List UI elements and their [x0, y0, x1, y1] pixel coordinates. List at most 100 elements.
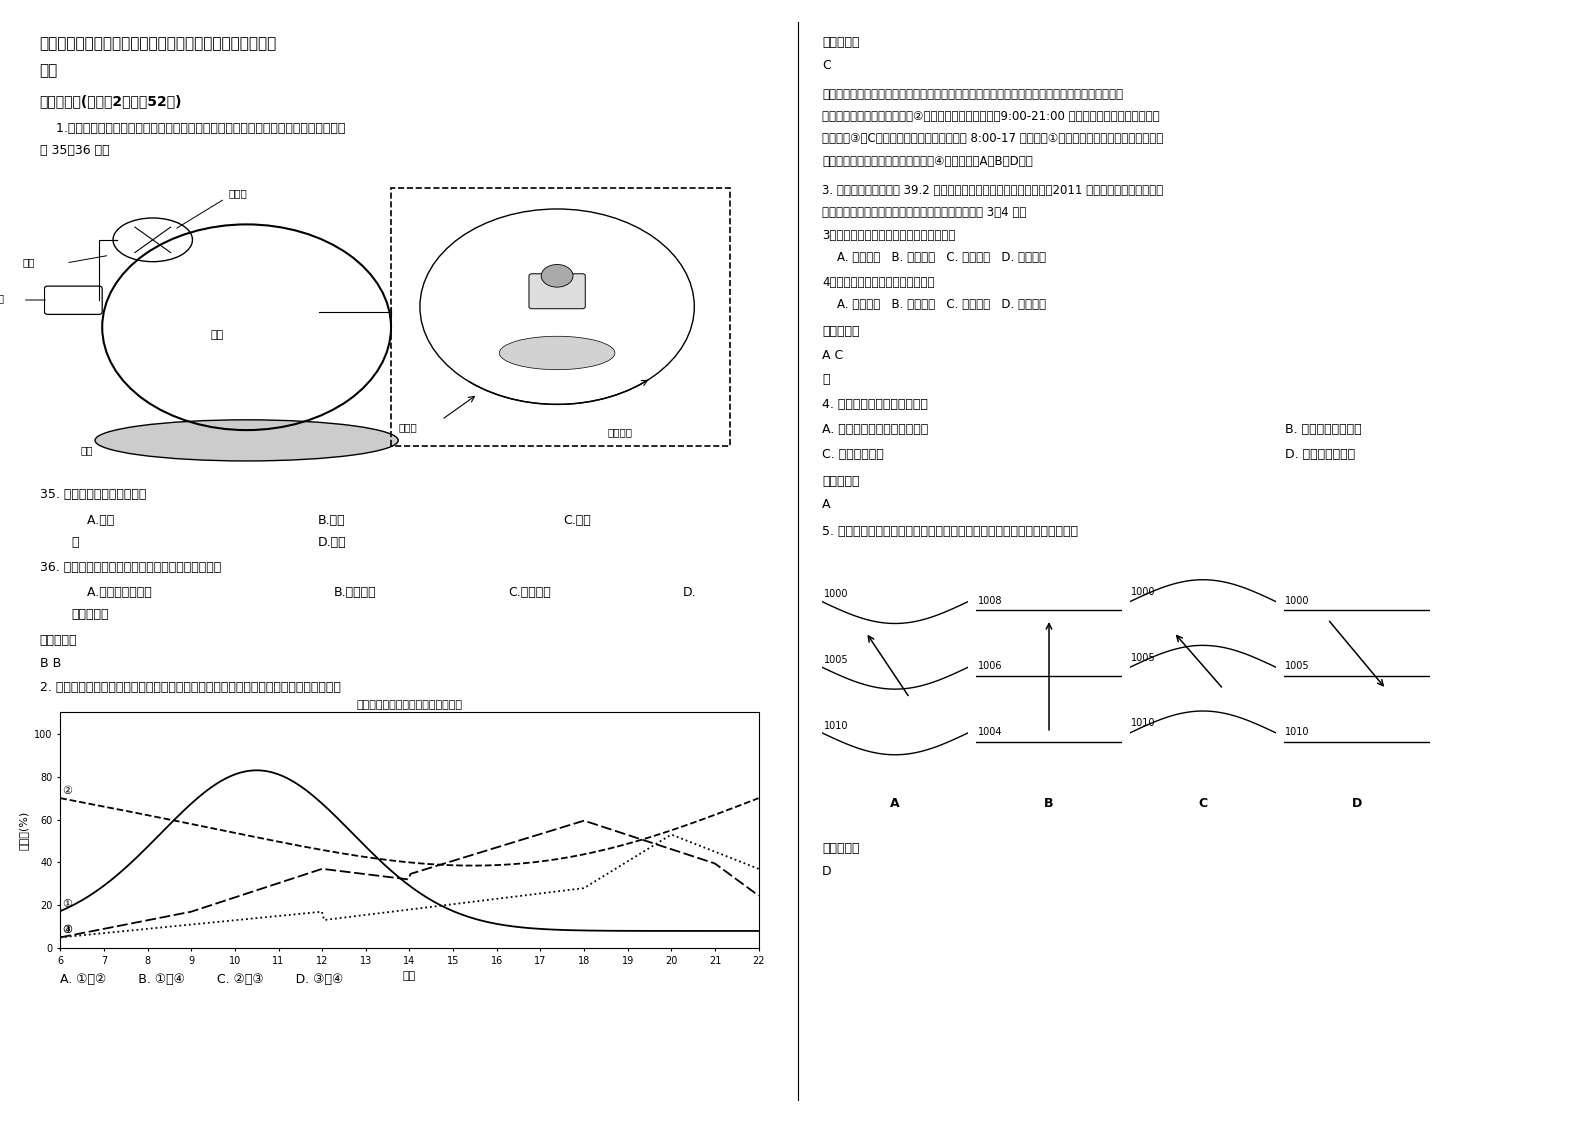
Text: 天，图中表示住宅区的曲线是②。商业区营业时间一般是9:00-21:00 左右，该段时间停车率高，代: 天，图中表示住宅区的曲线是②。商业区营业时间一般是9:00-21:00 左右，该…: [822, 110, 1160, 123]
④: [51, 930, 70, 944]
②: [467, 858, 486, 872]
Text: A C: A C: [822, 349, 843, 362]
Text: 电线: 电线: [22, 258, 35, 267]
Text: 5. 下列四幅等压线图（单位：百帕）中，能正确反映北半球近地面风向的是: 5. 下列四幅等压线图（单位：百帕）中，能正确反映北半球近地面风向的是: [822, 525, 1078, 539]
Text: 般从中午到夜晚，特别是夜晚集中，④是文化区。A、B、D错。: 般从中午到夜晚，特别是夜晚集中，④是文化区。A、B、D错。: [822, 155, 1033, 168]
Text: ③: ③: [62, 926, 73, 936]
Text: 转盘: 转盘: [211, 330, 224, 340]
Text: C: C: [822, 59, 832, 73]
②: [52, 792, 71, 806]
Text: 旋: 旋: [71, 536, 79, 550]
Text: ④: ④: [62, 926, 73, 936]
②: [51, 791, 70, 804]
④: [463, 895, 482, 909]
③: [51, 930, 70, 944]
Text: 35. 该实验模拟的天气系统是: 35. 该实验模拟的天气系统是: [40, 488, 146, 502]
Text: 4、促成此次人口迁移的直接原因是: 4、促成此次人口迁移的直接原因是: [822, 276, 935, 289]
Text: A: A: [822, 498, 830, 512]
Line: ②: ②: [60, 798, 759, 865]
Text: C: C: [1198, 798, 1208, 810]
Text: 搬迁到城镇周边、中心村附近及某些地区，据此完成 3～4 题。: 搬迁到城镇周边、中心村附近及某些地区，据此完成 3～4 题。: [822, 206, 1027, 220]
②: [481, 858, 500, 872]
Text: 1.某中学生研究性学习小组利用图所示器材，进行模拟某天气系统原理的实验，读图回: 1.某中学生研究性学习小组利用图所示器材，进行模拟某天气系统原理的实验，读图回: [40, 122, 344, 136]
④: [52, 930, 71, 944]
Text: D: D: [1352, 798, 1362, 810]
Text: 参考答案：: 参考答案：: [40, 634, 78, 647]
Text: 答 35～36 题。: 答 35～36 题。: [40, 144, 110, 157]
③: [463, 848, 482, 862]
④: [686, 837, 705, 850]
Text: 参考答案：: 参考答案：: [822, 842, 860, 855]
Text: 1005: 1005: [824, 655, 847, 665]
X-axis label: 时间: 时间: [403, 972, 416, 982]
Text: 旋转方向: 旋转方向: [608, 427, 633, 438]
②: [641, 830, 660, 844]
④: [478, 893, 497, 907]
①: [686, 925, 705, 938]
Text: C.反气: C.反气: [563, 514, 590, 527]
Text: B: B: [1044, 798, 1054, 810]
②: [749, 791, 768, 804]
Text: 1010: 1010: [1132, 718, 1155, 728]
Text: 1005: 1005: [1285, 662, 1309, 671]
③: [749, 889, 768, 902]
①: [52, 903, 71, 917]
Text: 托盘: 托盘: [81, 445, 94, 456]
Circle shape: [541, 265, 573, 287]
①: [641, 925, 660, 938]
Text: A: A: [890, 798, 900, 810]
Text: 1010: 1010: [1285, 727, 1309, 737]
Text: B B: B B: [40, 657, 60, 671]
Line: ④: ④: [60, 835, 759, 937]
FancyBboxPatch shape: [44, 286, 102, 314]
Text: D.: D.: [682, 586, 697, 599]
④: [663, 828, 682, 842]
Text: 电源开关: 电源开关: [0, 294, 5, 304]
③: [641, 836, 660, 849]
Line: ③: ③: [60, 821, 759, 937]
Text: 1008: 1008: [978, 596, 1001, 606]
Text: 干冰粉: 干冰粉: [398, 422, 417, 432]
③: [478, 844, 497, 857]
Title: 某城市一日不同功能区停车率变化图: 某城市一日不同功能区停车率变化图: [357, 700, 462, 710]
②: [463, 858, 482, 872]
④: [467, 894, 486, 908]
Text: 1006: 1006: [978, 662, 1001, 671]
②: [468, 858, 487, 872]
Y-axis label: 停车率(%): 停车率(%): [19, 811, 29, 849]
Text: ②: ②: [62, 787, 73, 795]
Text: B. 单产高，商品率高: B. 单产高，商品率高: [1285, 423, 1362, 436]
Text: 一、选择题(每小题2分，共52分): 一、选择题(每小题2分，共52分): [40, 94, 183, 108]
Text: B.阴雨天气: B.阴雨天气: [333, 586, 376, 599]
③: [52, 930, 71, 944]
④: [640, 842, 659, 855]
Text: 1004: 1004: [978, 727, 1001, 737]
Text: 安徽省六安市霍山县磨子潭中学高一地理下学期期末试题含: 安徽省六安市霍山县磨子潭中学高一地理下学期期末试题含: [40, 36, 276, 50]
Text: 2. 城市有住宅、商业、办公和文化等功能分区。下图中表示住宅区和商业区的曲线分别是: 2. 城市有住宅、商业、办公和文化等功能分区。下图中表示住宅区和商业区的曲线分别…: [40, 681, 341, 695]
Text: 1000: 1000: [824, 589, 847, 599]
①: [467, 912, 486, 926]
Text: 参考答案：: 参考答案：: [822, 475, 860, 488]
Text: 表曲线是③，C对。办公区的工作时间一般是 8:00-17 点左右，①是办公区。文化娱乐区活动时间一: 表曲线是③，C对。办公区的工作时间一般是 8:00-17 点左右，①是办公区。文…: [822, 132, 1163, 146]
③: [574, 815, 594, 828]
Text: A. 生产规模大，机械化程度高: A. 生产规模大，机械化程度高: [822, 423, 928, 436]
Text: 参考答案：: 参考答案：: [822, 36, 860, 49]
③: [686, 850, 705, 864]
Text: C. 自然条件优越: C. 自然条件优越: [822, 448, 884, 461]
Text: C.晴朗无云: C.晴朗无云: [508, 586, 551, 599]
Ellipse shape: [500, 337, 614, 369]
①: [51, 904, 70, 918]
Text: 略: 略: [822, 373, 830, 386]
Text: 1000: 1000: [1285, 596, 1309, 606]
Text: 1000: 1000: [1132, 587, 1155, 597]
Text: A. 自然资源   B. 科学技术   C. 消费水平   D. 开放程度: A. 自然资源 B. 科学技术 C. 消费水平 D. 开放程度: [822, 251, 1046, 265]
Text: 4. 商品谷物农业的基本特征是: 4. 商品谷物农业的基本特征是: [822, 398, 928, 412]
Text: 1010: 1010: [824, 720, 847, 730]
Text: 36. 该实验模拟的天气系统影响下的天气状况可能是: 36. 该实验模拟的天气系统影响下的天气状况可能是: [40, 561, 221, 574]
FancyBboxPatch shape: [528, 274, 586, 309]
Text: 持续性降水: 持续性降水: [71, 608, 110, 622]
Text: 3. 陕西省北部白于山区 39.2 万人因干旱缺水和水质差而陷入贫困，2011 年陕西省政府决定将他们: 3. 陕西省北部白于山区 39.2 万人因干旱缺水和水质差而陷入贫困，2011 …: [822, 184, 1163, 197]
Ellipse shape: [95, 420, 398, 461]
Line: ①: ①: [60, 771, 759, 931]
①: [248, 764, 267, 778]
